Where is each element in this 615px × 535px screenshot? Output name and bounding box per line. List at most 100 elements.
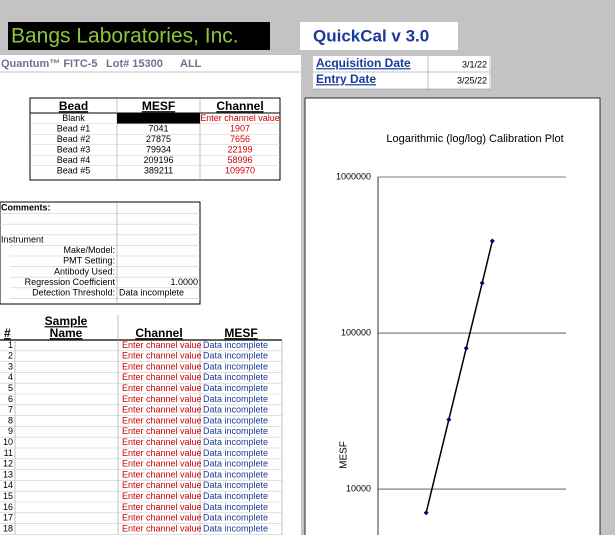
bead-channel: 1907 — [230, 123, 250, 133]
sample-mesf: Data incomplete — [203, 426, 268, 436]
sample-mesf: Data incomplete — [203, 459, 268, 469]
y-tick-label: 100000 — [341, 327, 371, 337]
bead-header: Bead — [59, 99, 88, 113]
sample-channel: Enter channel value — [122, 405, 202, 415]
sample-channel: Enter channel value — [122, 480, 202, 490]
field-value: Data incomplete — [119, 287, 184, 297]
row-number: 6 — [8, 394, 13, 404]
acquisition-label: Acquisition Date — [316, 56, 411, 70]
sample-mesf: Data incomplete — [203, 415, 268, 425]
product: Quantum™ FITC-5 — [1, 58, 98, 70]
row-number: 15 — [3, 491, 13, 501]
bead-name: Bead #4 — [57, 155, 91, 165]
sample-channel: Enter channel value — [122, 383, 202, 393]
y-tick-label: 1000000 — [336, 171, 371, 181]
sample-header: # — [4, 326, 11, 340]
bead-channel: 22199 — [227, 144, 252, 154]
bead-mesf: 209196 — [143, 155, 173, 165]
chart-area — [304, 97, 601, 535]
app-name: QuickCal v 3.0 — [313, 26, 429, 45]
lot: Lot# 15300 — [106, 58, 163, 70]
date-box — [313, 56, 491, 89]
sample-mesf: Data incomplete — [203, 383, 268, 393]
bead-name: Bead #5 — [57, 165, 91, 175]
bead-name: Bead #1 — [57, 123, 91, 133]
blank-cell — [117, 113, 200, 124]
entry-date: 3/25/22 — [457, 75, 487, 85]
data-point — [479, 280, 485, 286]
row-number: 14 — [3, 480, 13, 490]
sample-channel: Enter channel value — [122, 459, 202, 469]
row-number: 3 — [8, 361, 13, 371]
field-label: Make/Model: — [63, 245, 115, 255]
bead-header: MESF — [142, 99, 175, 113]
acquisition-date: 3/1/22 — [462, 59, 487, 69]
chart-title: Logarithmic (log/log) Calibration Plot — [386, 133, 563, 145]
bead-mesf: 79934 — [146, 144, 171, 154]
bead-name: Blank — [62, 113, 85, 123]
row-number: 8 — [8, 415, 13, 425]
sample-mesf: Data incomplete — [203, 361, 268, 371]
row-number: 4 — [8, 372, 13, 382]
bead-mesf: 389211 — [144, 165, 173, 175]
title-box — [8, 22, 270, 50]
bead-channel: 7656 — [230, 134, 250, 144]
row-number: 16 — [3, 502, 13, 512]
sample-header: Name — [50, 326, 83, 340]
sample-channel: Enter channel value — [122, 437, 202, 447]
sample-header: MESF — [224, 326, 257, 340]
sample-channel: Enter channel value — [122, 351, 202, 361]
sample-channel: Enter channel value — [122, 491, 202, 501]
field-label: Detection Threshold: — [32, 287, 115, 297]
row-number: 7 — [8, 405, 13, 415]
app-box — [300, 22, 458, 50]
sample-mesf: Data incomplete — [203, 480, 268, 490]
company-name: Bangs Laboratories, Inc. — [11, 25, 239, 48]
sample-channel: Enter channel value — [122, 513, 202, 523]
bead-table — [29, 97, 281, 181]
scope: ALL — [180, 58, 202, 70]
bead-name: Bead #3 — [57, 144, 91, 154]
sheet — [0, 55, 301, 535]
sample-channel: Enter channel value — [122, 426, 202, 436]
field-label: Antibody Used: — [54, 266, 115, 276]
data-point — [463, 345, 469, 351]
row-number: 11 — [4, 448, 13, 458]
sample-channel: Enter channel value — [122, 523, 202, 533]
row-number: 18 — [3, 523, 13, 533]
row-number: 17 — [3, 513, 13, 523]
sample-mesf: Data incomplete — [203, 513, 268, 523]
sample-mesf: Data incomplete — [203, 351, 268, 361]
row-number: 12 — [3, 459, 13, 469]
bead-mesf: 7041 — [148, 123, 168, 133]
bead-mesf: 27875 — [146, 134, 171, 144]
data-point — [489, 238, 495, 244]
sample-mesf: Data incomplete — [203, 523, 268, 533]
sample-channel: Enter channel value — [122, 340, 202, 350]
sample-channel: Enter channel value — [122, 361, 202, 371]
comments-label: Comments: — [1, 203, 51, 213]
sample-header: Sample — [45, 314, 88, 328]
sample-channel: Enter channel value — [122, 502, 202, 512]
sample-channel: Enter channel value — [122, 372, 202, 382]
sample-mesf: Data incomplete — [203, 372, 268, 382]
bead-channel: 109970 — [225, 165, 255, 175]
comments-box — [0, 201, 201, 305]
bead-channel: Enter channel value — [200, 113, 280, 123]
sample-channel: Enter channel value — [122, 448, 202, 458]
row-number: 5 — [8, 383, 13, 393]
row-number: 10 — [3, 437, 13, 447]
sample-channel: Enter channel value — [122, 415, 202, 425]
instrument-label: Instrument — [1, 234, 44, 244]
sample-header: Channel — [135, 326, 182, 340]
sample-mesf: Data incomplete — [203, 502, 268, 512]
row-number: 9 — [8, 426, 13, 436]
data-point — [423, 510, 429, 516]
sample-channel: Enter channel value — [122, 394, 202, 404]
entry-label: Entry Date — [316, 72, 376, 86]
sample-mesf: Data incomplete — [203, 394, 268, 404]
sample-channel: Enter channel value — [122, 469, 202, 479]
data-point — [446, 417, 452, 423]
